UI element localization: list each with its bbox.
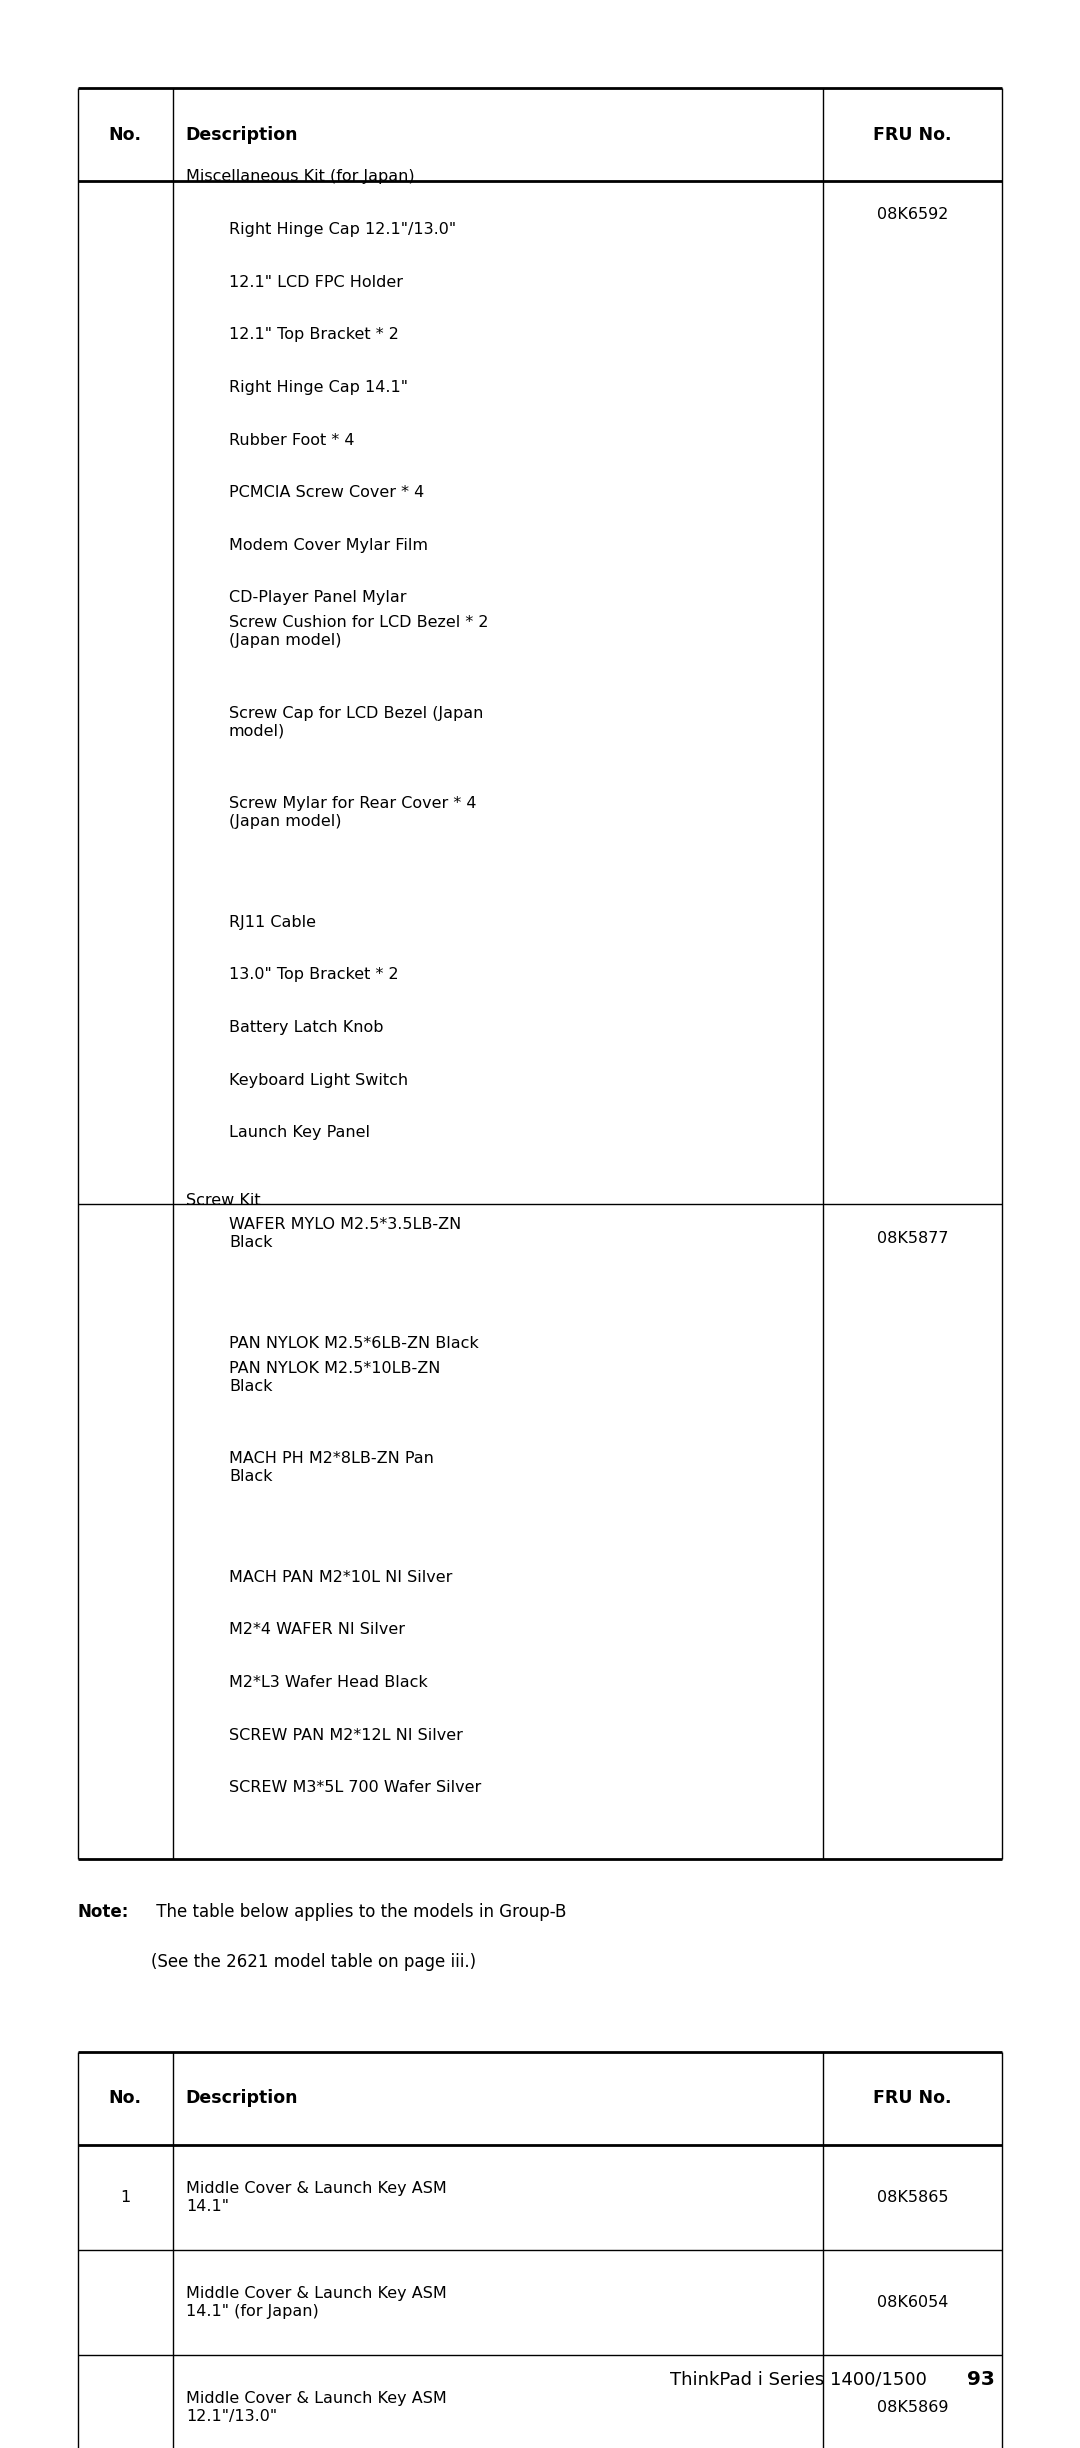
Text: 1: 1	[120, 2191, 131, 2206]
Text: CD-Player Panel Mylar: CD-Player Panel Mylar	[229, 590, 406, 605]
Text: SCREW M3*5L 700 Wafer Silver: SCREW M3*5L 700 Wafer Silver	[229, 1780, 482, 1794]
Text: No.: No.	[109, 2088, 141, 2108]
Text: 12.1" LCD FPC Holder: 12.1" LCD FPC Holder	[229, 274, 403, 289]
Text: RJ11 Cable: RJ11 Cable	[229, 916, 316, 930]
Text: Battery Latch Knob: Battery Latch Knob	[229, 1021, 383, 1036]
Text: MACH PAN M2*10L NI Silver: MACH PAN M2*10L NI Silver	[229, 1569, 453, 1584]
Text: (See the 2621 model table on page iii.): (See the 2621 model table on page iii.)	[151, 1954, 476, 1971]
Text: 08K5877: 08K5877	[877, 1231, 948, 1246]
Text: PAN NYLOK M2.5*6LB-ZN Black: PAN NYLOK M2.5*6LB-ZN Black	[229, 1337, 478, 1351]
Text: Screw Kit: Screw Kit	[186, 1192, 260, 1207]
Text: 08K6592: 08K6592	[877, 208, 948, 223]
Text: Middle Cover & Launch Key ASM
12.1"/13.0": Middle Cover & Launch Key ASM 12.1"/13.0…	[186, 2392, 446, 2424]
Text: The table below applies to the models in Group-B: The table below applies to the models in…	[151, 1905, 567, 1922]
Text: 08K5869: 08K5869	[877, 2401, 948, 2416]
Text: Description: Description	[186, 125, 298, 144]
Text: SCREW PAN M2*12L NI Silver: SCREW PAN M2*12L NI Silver	[229, 1728, 463, 1743]
Text: 93: 93	[967, 2370, 995, 2389]
Text: 08K6054: 08K6054	[877, 2296, 948, 2311]
Text: WAFER MYLO M2.5*3.5LB-ZN
Black: WAFER MYLO M2.5*3.5LB-ZN Black	[229, 1217, 461, 1251]
Text: Middle Cover & Launch Key ASM
14.1": Middle Cover & Launch Key ASM 14.1"	[186, 2181, 446, 2213]
Text: Middle Cover & Launch Key ASM
14.1" (for Japan): Middle Cover & Launch Key ASM 14.1" (for…	[186, 2286, 446, 2318]
Text: Right Hinge Cap 12.1"/13.0": Right Hinge Cap 12.1"/13.0"	[229, 223, 456, 237]
Text: No.: No.	[109, 125, 141, 144]
Text: 08K5865: 08K5865	[877, 2191, 948, 2206]
Text: PCMCIA Screw Cover * 4: PCMCIA Screw Cover * 4	[229, 485, 424, 499]
Text: Screw Cushion for LCD Bezel * 2
(Japan model): Screw Cushion for LCD Bezel * 2 (Japan m…	[229, 614, 488, 649]
Text: ThinkPad i Series 1400/1500: ThinkPad i Series 1400/1500	[670, 2370, 927, 2389]
Text: Modem Cover Mylar Film: Modem Cover Mylar Film	[229, 539, 428, 553]
Text: 12.1" Top Bracket * 2: 12.1" Top Bracket * 2	[229, 328, 399, 343]
Text: FRU No.: FRU No.	[874, 125, 951, 144]
Text: Keyboard Light Switch: Keyboard Light Switch	[229, 1072, 408, 1087]
Text: MACH PH M2*8LB-ZN Pan
Black: MACH PH M2*8LB-ZN Pan Black	[229, 1452, 434, 1483]
Text: 13.0" Top Bracket * 2: 13.0" Top Bracket * 2	[229, 967, 399, 982]
Text: FRU No.: FRU No.	[874, 2088, 951, 2108]
Text: PAN NYLOK M2.5*10LB-ZN
Black: PAN NYLOK M2.5*10LB-ZN Black	[229, 1361, 441, 1393]
Text: Screw Cap for LCD Bezel (Japan
model): Screw Cap for LCD Bezel (Japan model)	[229, 705, 484, 739]
Text: Screw Mylar for Rear Cover * 4
(Japan model): Screw Mylar for Rear Cover * 4 (Japan mo…	[229, 796, 476, 830]
Text: Right Hinge Cap 14.1": Right Hinge Cap 14.1"	[229, 379, 408, 394]
Text: M2*4 WAFER NI Silver: M2*4 WAFER NI Silver	[229, 1623, 405, 1638]
Text: Miscellaneous Kit (for Japan): Miscellaneous Kit (for Japan)	[186, 169, 415, 184]
Text: Note:: Note:	[78, 1905, 130, 1922]
Text: Rubber Foot * 4: Rubber Foot * 4	[229, 433, 354, 448]
Text: M2*L3 Wafer Head Black: M2*L3 Wafer Head Black	[229, 1674, 428, 1689]
Text: Launch Key Panel: Launch Key Panel	[229, 1126, 370, 1141]
Text: Description: Description	[186, 2088, 298, 2108]
